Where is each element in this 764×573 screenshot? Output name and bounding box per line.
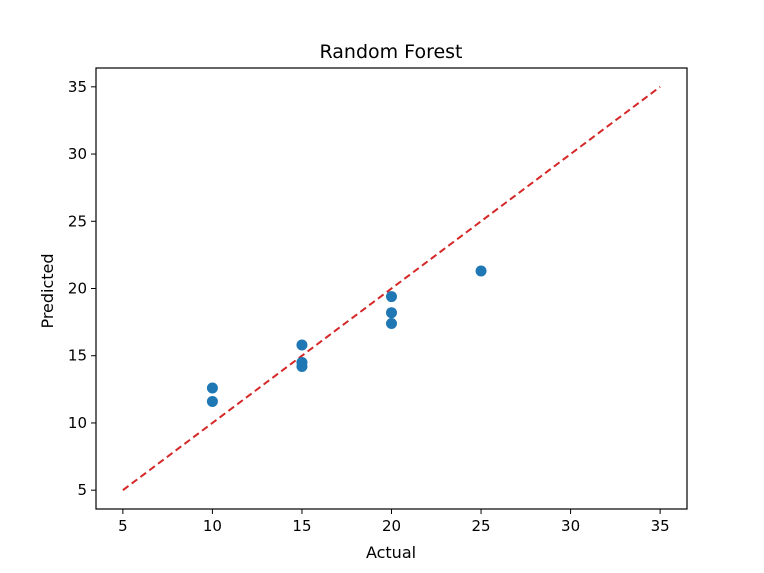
chart-title: Random Forest	[319, 41, 462, 63]
x-tick-label: 35	[651, 517, 670, 535]
x-tick-label: 5	[118, 517, 128, 535]
y-tick-label: 35	[68, 78, 87, 96]
data-point	[296, 360, 308, 372]
x-axis-label: Actual	[366, 543, 416, 562]
data-point	[206, 395, 218, 407]
y-tick-label: 15	[68, 347, 87, 365]
x-tick-label: 20	[382, 517, 401, 535]
data-point	[386, 307, 397, 319]
x-tick-label: 10	[203, 517, 222, 535]
reference-line	[122, 86, 661, 491]
plot-area: 5 10 15 20 25 30 35 5 10 15 20 25 30 35	[68, 67, 688, 535]
y-tick-label: 5	[77, 481, 87, 499]
y-tick-label: 25	[68, 212, 87, 230]
x-tick-label: 15	[292, 517, 311, 535]
data-point	[475, 265, 487, 277]
data-point	[206, 382, 218, 394]
y-tick-label: 10	[68, 414, 87, 432]
data-point	[386, 291, 397, 303]
y-tick-label: 20	[68, 280, 87, 298]
x-tick-label: 30	[561, 517, 580, 535]
y-tick-label: 30	[68, 145, 87, 163]
data-point	[386, 317, 397, 329]
axes-frame	[95, 67, 688, 510]
data-point	[296, 339, 308, 351]
x-tick-label: 25	[471, 517, 490, 535]
y-axis-label: Predicted	[38, 253, 57, 328]
